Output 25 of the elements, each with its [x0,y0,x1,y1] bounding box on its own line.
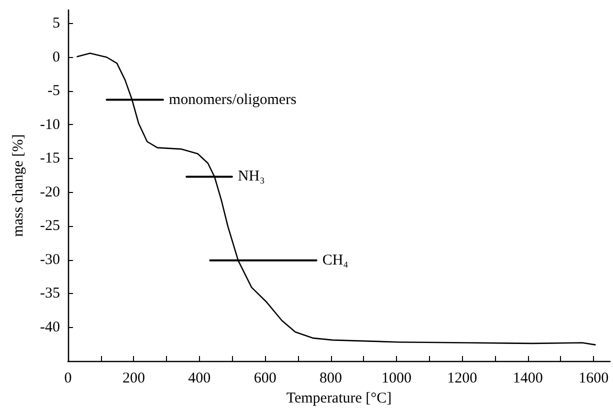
y-tick-label: -30 [40,252,60,268]
series-label: NH₃ [238,168,265,185]
x-tick-label: 200 [122,370,145,386]
x-tick-label: 1400 [512,370,543,386]
y-axis-title: mass change [%] [10,134,26,237]
y-tick-label: -20 [40,184,60,200]
line-series [76,52,596,346]
x-tick-label: 600 [254,370,276,386]
y-tick-label: 0 [52,49,60,66]
x-tick-label: 1000 [381,370,412,386]
x-tick-label: 400 [188,370,211,386]
y-tick-label: -5 [48,83,60,99]
series-label: monomers/oligomers [168,92,297,108]
y-tick-label: -35 [40,286,60,302]
x-tick-label: 1600 [578,370,609,386]
x-tick-label: 800 [320,370,342,386]
y-tick-label: -40 [40,319,60,336]
y-tick-label: 5 [52,16,60,32]
x-axis-title: Temperature [°C] [286,390,392,406]
y-tick-label: -25 [40,218,60,234]
x-tick-label: 0 [64,370,72,386]
y-tick-label: -15 [40,150,60,166]
y-tick-label: -10 [40,116,60,133]
series-label: CH₄ [322,252,348,268]
x-tick-label: 1200 [447,370,478,386]
